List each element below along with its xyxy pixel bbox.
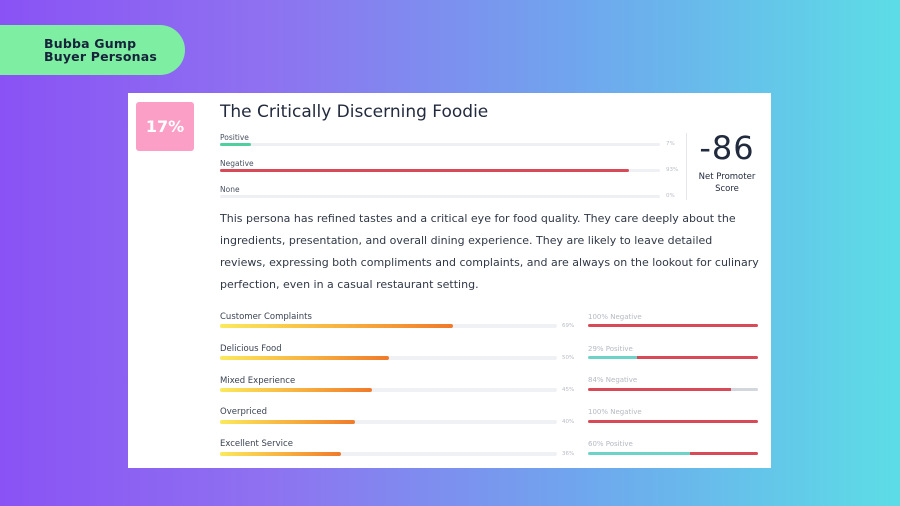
topic-label: Mixed Experience — [220, 376, 296, 386]
topic-pct: 45% — [562, 387, 575, 393]
topic-label: Customer Complaints — [220, 312, 312, 322]
sentiment-none-track — [220, 195, 660, 198]
header-title-line1: Bubba Gump — [44, 36, 137, 51]
nps-label-line2: Score — [715, 184, 739, 194]
topic-pct: 69% — [562, 323, 575, 329]
sentiment-negative-segment — [588, 324, 758, 327]
topic-track — [220, 356, 557, 360]
sentiment-positive-segment — [588, 356, 638, 359]
nps-label: Net Promoter Score — [694, 171, 760, 195]
topic-sentiment-bar — [588, 356, 758, 359]
persona-description: This persona has refined tastes and a cr… — [220, 212, 759, 291]
sentiment-positive-label: Positive — [220, 133, 249, 142]
header-title-line2: Buyer Personas — [44, 49, 157, 64]
topic-bar — [220, 420, 355, 424]
sentiment-none-pct: 0% — [666, 193, 675, 199]
topic-sentiment-label: 84% Negative — [588, 376, 638, 384]
topic-track — [220, 420, 557, 424]
sentiment-negative-segment — [690, 452, 758, 455]
topic-bar — [220, 388, 372, 392]
topic-bar — [220, 452, 342, 456]
sentiment-negative-bar — [220, 169, 630, 172]
sentiment-negative-segment — [588, 420, 758, 423]
topic-pct: 40% — [562, 419, 575, 425]
topic-label: Delicious Food — [220, 344, 282, 354]
persona-share-badge: 17% — [136, 102, 194, 151]
header-pill: Bubba Gump Buyer Personas — [0, 25, 185, 75]
topic-track — [220, 388, 557, 392]
sentiment-negative-segment — [637, 356, 758, 359]
sentiment-positive-pct: 7% — [666, 141, 675, 147]
sentiment-none-segment — [730, 388, 758, 391]
sentiment-negative-segment — [588, 388, 731, 391]
sentiment-positive-segment — [588, 452, 690, 455]
topic-sentiment-bar — [588, 388, 758, 391]
topic-sentiment-bar — [588, 452, 758, 455]
topic-bar — [220, 356, 389, 360]
sentiment-negative-track — [220, 169, 660, 172]
topic-sentiment-label: 100% Negative — [588, 313, 642, 321]
topic-sentiment-bar — [588, 324, 758, 327]
topic-pct: 36% — [562, 451, 575, 457]
divider — [686, 133, 687, 200]
topic-sentiment-label: 100% Negative — [588, 408, 642, 416]
header-title: Bubba Gump Buyer Personas — [44, 37, 157, 63]
topic-label: Excellent Service — [220, 439, 293, 449]
topic-track — [220, 452, 557, 456]
persona-card: 17% The Critically Discerning Foodie Pos… — [128, 93, 771, 468]
topic-bar — [220, 324, 453, 328]
sentiment-negative-label: Negative — [220, 159, 254, 168]
sentiment-positive-bar — [220, 143, 251, 146]
persona-title: The Critically Discerning Foodie — [220, 102, 489, 122]
sentiment-none-label: None — [220, 185, 240, 194]
sentiment-negative-pct: 93% — [666, 167, 679, 173]
topic-pct: 50% — [562, 355, 575, 361]
nps-label-line1: Net Promoter — [698, 172, 756, 182]
topic-sentiment-label: 29% Positive — [588, 345, 633, 353]
topic-label: Overpriced — [220, 407, 267, 417]
sentiment-positive-track — [220, 143, 660, 146]
nps-score: -86 — [699, 129, 755, 167]
topic-sentiment-bar — [588, 420, 758, 423]
topic-track — [220, 324, 557, 328]
topic-sentiment-label: 60% Positive — [588, 440, 633, 448]
